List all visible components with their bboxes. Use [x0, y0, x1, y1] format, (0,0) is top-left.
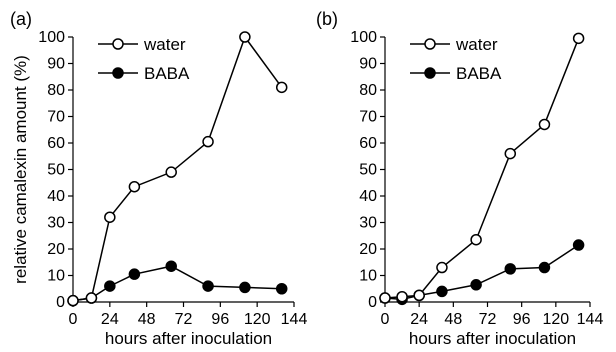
data-point-water: [379, 292, 391, 304]
legend-marker-water: [112, 38, 124, 50]
data-point-water: [202, 135, 214, 148]
y-tick-label: 50: [47, 162, 65, 179]
data-point-baba: [104, 280, 116, 292]
legend-label-baba: BABA: [456, 64, 502, 83]
data-point-water: [85, 292, 98, 304]
legend-label-water: water: [143, 35, 186, 54]
legend-label-baba: BABA: [144, 64, 190, 83]
x-tick-label: 0: [381, 311, 390, 328]
y-tick-label: 40: [47, 188, 65, 205]
y-tick-label: 70: [359, 109, 377, 126]
x-tick-label: 48: [138, 311, 156, 328]
data-point-water: [504, 147, 517, 160]
data-point-water: [104, 211, 116, 223]
y-tick-label: 80: [47, 82, 65, 99]
x-axis-label: hours after inoculation: [105, 329, 272, 348]
data-point-baba: [538, 261, 551, 274]
x-tick-label: 72: [479, 311, 497, 328]
data-point-baba: [165, 260, 177, 272]
panel-label: (a): [10, 9, 32, 29]
y-axis-label: relative camalexin amount (%): [11, 55, 30, 284]
legend-marker-baba: [424, 67, 436, 79]
x-tick-label: 96: [211, 311, 229, 328]
y-tick-label: 90: [359, 56, 377, 73]
data-point-baba: [275, 283, 288, 295]
y-tick-label: 90: [47, 56, 65, 73]
y-tick-label: 100: [350, 29, 377, 46]
x-tick-label: 24: [101, 311, 119, 328]
data-point-water: [538, 118, 551, 131]
series-line-water: [72, 35, 283, 302]
data-point-baba: [239, 281, 251, 294]
data-point-water: [239, 31, 251, 43]
data-point-water: [413, 289, 425, 302]
legend-marker-water: [424, 38, 436, 50]
y-tick-label: 30: [47, 215, 65, 232]
y-tick-label: 0: [56, 294, 65, 311]
legend-label-water: water: [455, 35, 498, 54]
legend-marker-baba: [112, 67, 124, 79]
x-tick-label: 48: [444, 311, 462, 328]
data-point-water: [572, 32, 585, 45]
data-point-baba: [470, 279, 482, 291]
data-point-water: [67, 294, 79, 307]
data-point-water: [275, 81, 288, 94]
data-point-baba: [128, 268, 141, 280]
x-tick-label: 120: [542, 311, 569, 328]
data-point-water: [436, 261, 448, 274]
data-point-baba: [504, 263, 517, 275]
x-tick-label: 0: [69, 311, 78, 328]
y-tick-label: 30: [359, 215, 377, 232]
y-tick-label: 10: [359, 268, 377, 285]
x-tick-label: 24: [410, 311, 428, 328]
y-tick-label: 40: [359, 188, 377, 205]
x-tick-label: 144: [577, 311, 604, 328]
data-point-water: [128, 180, 141, 193]
data-point-baba: [572, 239, 585, 251]
series-line-baba: [72, 265, 282, 302]
chart-panel-a: 0 10 20 30 40 50 60 70 80 90 100 0 24 48 72 96 120 144 hou…: [10, 9, 307, 348]
y-tick-label: 60: [359, 135, 377, 152]
panel-label: (b): [316, 9, 338, 29]
y-tick-label: 50: [359, 162, 377, 179]
x-tick-label: 96: [513, 311, 531, 328]
data-point-water: [396, 290, 408, 303]
y-tick-label: 80: [359, 82, 377, 99]
data-point-water: [165, 166, 177, 178]
chart-panel-b: 0 10 20 30 40 50 60 70 80 90 100 0 24 48 72 96 120 144hou…: [316, 9, 603, 348]
y-tick-label: 20: [359, 241, 377, 258]
y-tick-label: 0: [368, 294, 377, 311]
y-tick-label: 60: [47, 135, 65, 152]
y-tick-label: 70: [47, 109, 65, 126]
data-point-baba: [436, 285, 448, 298]
y-tick-label: 20: [47, 241, 65, 258]
y-tick-label: 100: [38, 29, 65, 46]
data-point-baba: [202, 280, 214, 292]
data-point-water: [470, 233, 482, 246]
y-tick-label: 10: [47, 268, 65, 285]
series-line-baba: [384, 244, 580, 301]
x-axis-label: hours after inoculation: [409, 329, 576, 348]
x-tick-label: 72: [175, 311, 193, 328]
x-tick-label: 144: [281, 311, 308, 328]
x-tick-label: 120: [244, 311, 271, 328]
